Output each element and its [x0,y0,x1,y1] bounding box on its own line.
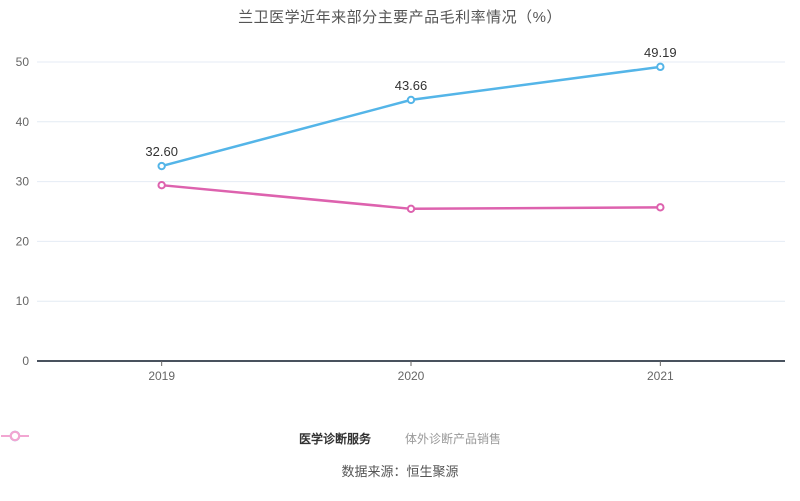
data-point-label: 43.66 [395,78,428,93]
y-axis-tick-label: 40 [16,115,30,129]
data-point-marker [406,95,416,105]
line-chart-plot-area: 0 10 20 30 40 50 2019 2020 2021 32.60 43.66 49.19 [16,45,785,383]
y-axis-tick-label: 20 [16,234,30,248]
legend-item[interactable]: 体外诊断产品销售 [1,430,502,447]
y-axis-tick-label: 0 [22,354,29,368]
x-axis-tick-label: 2020 [398,369,425,383]
chart-title: 兰卫医学近年来部分主要产品毛利率情况（%） [238,9,562,26]
data-point-marker [656,203,665,212]
data-point-label: 32.60 [145,144,178,159]
data-point-marker [157,161,166,171]
legend-line-marker-icon [1,430,29,442]
y-axis-tick-label: 10 [16,294,30,308]
y-axis-tick-label: 50 [16,55,30,69]
data-point-marker [406,204,416,214]
legend-label: 医学诊断服务 [298,432,371,446]
data-point-marker [157,180,166,190]
data-source-label: 数据来源：恒生聚源 [341,464,459,479]
legend-item[interactable]: 医学诊断服务 [1,430,371,447]
y-axis-tick-label: 30 [16,175,30,189]
chart-legend: 医学诊断服务 体外诊断产品销售 [0,430,800,447]
data-point-label: 49.19 [644,45,677,60]
legend-label: 体外诊断产品销售 [405,432,502,446]
x-axis-tick-label: 2019 [148,369,175,383]
x-axis-tick-label: 2021 [647,369,674,383]
data-point-marker [656,62,665,72]
